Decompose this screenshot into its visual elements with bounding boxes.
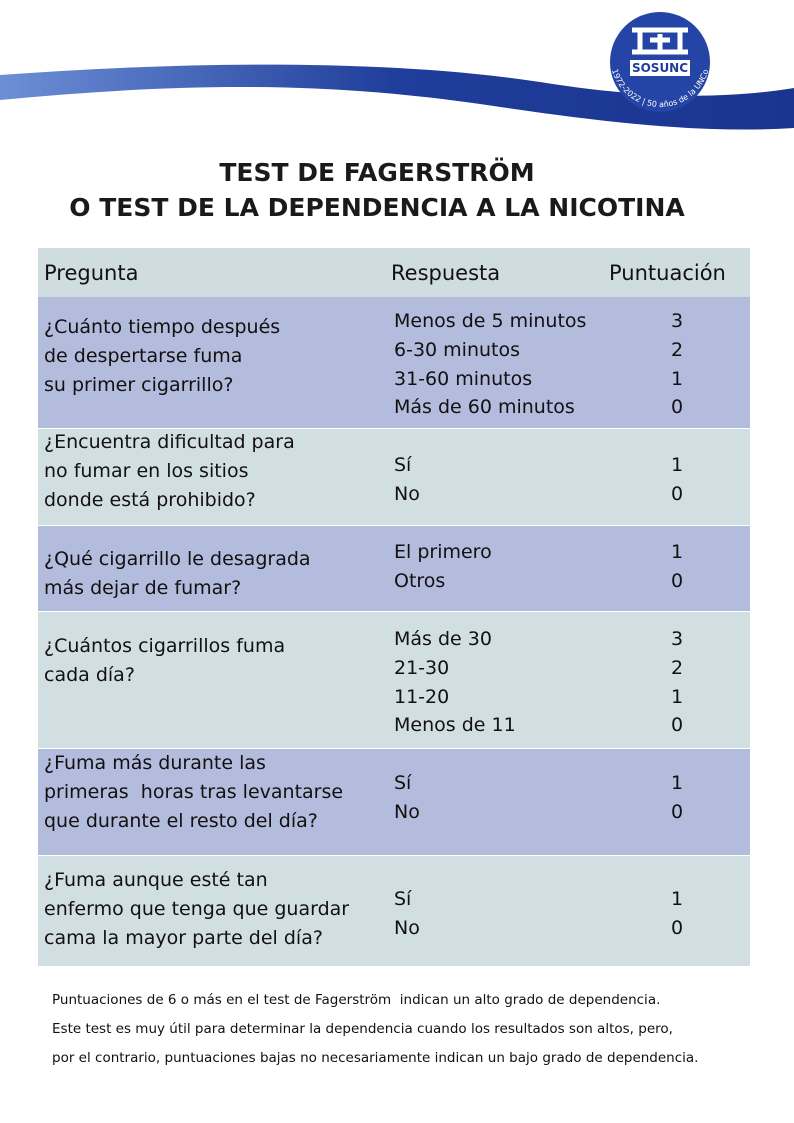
question-line: que durante el resto del día? bbox=[44, 809, 318, 832]
table-row bbox=[38, 297, 750, 428]
score: 0 bbox=[670, 916, 684, 939]
question-line: de despertarse fuma bbox=[44, 344, 243, 367]
table-row bbox=[38, 748, 750, 856]
score: 0 bbox=[670, 800, 684, 823]
answer: 11-20 bbox=[394, 685, 450, 708]
logo-icon bbox=[632, 27, 688, 55]
title-line: TEST DE FAGERSTRÖM bbox=[219, 158, 535, 187]
question-line: ¿Fuma aunque esté tan bbox=[44, 869, 268, 891]
question-line: enfermo que tenga que guardar bbox=[44, 897, 350, 920]
column-header: Puntuación bbox=[609, 261, 726, 285]
table-row bbox=[38, 855, 750, 966]
wave bbox=[0, 64, 794, 130]
answer: 21-30 bbox=[394, 656, 450, 679]
answer: 31-60 minutos bbox=[394, 367, 533, 390]
score: 1 bbox=[670, 454, 684, 476]
footer-line: Puntuaciones de 6 o más en el test de Fa… bbox=[52, 992, 661, 1008]
answer: Sí bbox=[394, 772, 412, 794]
answer: Menos de 5 minutos bbox=[394, 310, 587, 332]
score: 3 bbox=[670, 628, 684, 650]
logo-name: SOSUNC bbox=[632, 61, 688, 75]
answer: Otros bbox=[394, 569, 446, 592]
score: 0 bbox=[670, 396, 684, 419]
question-line: ¿Qué cigarrillo le desagrada bbox=[44, 548, 311, 570]
answer: No bbox=[394, 916, 420, 939]
table-header-row bbox=[38, 248, 750, 297]
column-header: Respuesta bbox=[391, 261, 501, 285]
question-line: más dejar de fumar? bbox=[44, 576, 242, 599]
question-line: ¿Fuma más durante las bbox=[44, 752, 266, 774]
score: 1 bbox=[670, 367, 684, 390]
score: 1 bbox=[670, 541, 684, 563]
question-line: su primer cigarrillo? bbox=[44, 373, 234, 396]
table-row bbox=[38, 428, 750, 526]
answer: Más de 30 bbox=[394, 628, 492, 650]
table-row bbox=[38, 611, 750, 749]
answer: No bbox=[394, 800, 420, 823]
answer: 6-30 minutos bbox=[394, 338, 521, 361]
question-line: cama la mayor parte del día? bbox=[44, 926, 323, 949]
score: 2 bbox=[670, 338, 684, 361]
score: 0 bbox=[670, 569, 684, 592]
question-line: donde está prohibido? bbox=[44, 488, 256, 511]
question-line: primeras horas tras levantarse bbox=[44, 780, 344, 803]
footer-line: por el contrario, puntuaciones bajas no … bbox=[52, 1050, 699, 1066]
answer: Más de 60 minutos bbox=[394, 396, 575, 419]
logo-plate bbox=[630, 60, 690, 76]
score: 1 bbox=[670, 888, 684, 910]
title-line: O TEST DE LA DEPENDENCIA A LA NICOTINA bbox=[69, 193, 685, 222]
column-header: Pregunta bbox=[44, 261, 139, 285]
question-line: ¿Encuentra dificultad para bbox=[44, 431, 295, 453]
score: 3 bbox=[670, 310, 684, 332]
answer: Sí bbox=[394, 454, 412, 476]
table-row bbox=[38, 525, 750, 612]
answer: Menos de 11 bbox=[394, 714, 516, 737]
footer-line: Este test es muy útil para determinar la… bbox=[52, 1021, 673, 1037]
score: 0 bbox=[670, 714, 684, 737]
question-line: no fumar en los sitios bbox=[44, 459, 249, 482]
question-line: cada día? bbox=[44, 663, 135, 686]
score: 2 bbox=[670, 656, 684, 679]
score: 1 bbox=[670, 772, 684, 794]
question-line: ¿Cuántos cigarrillos fuma bbox=[44, 635, 286, 657]
answer: No bbox=[394, 482, 420, 505]
score: 0 bbox=[670, 482, 684, 505]
answer: Sí bbox=[394, 888, 412, 910]
score: 1 bbox=[670, 685, 684, 708]
header-banner: SOSUNC 1972-2022 | 50 años de la UNCo bbox=[0, 12, 794, 130]
answer: El primero bbox=[394, 541, 492, 563]
question-line: ¿Cuánto tiempo después bbox=[44, 316, 281, 338]
